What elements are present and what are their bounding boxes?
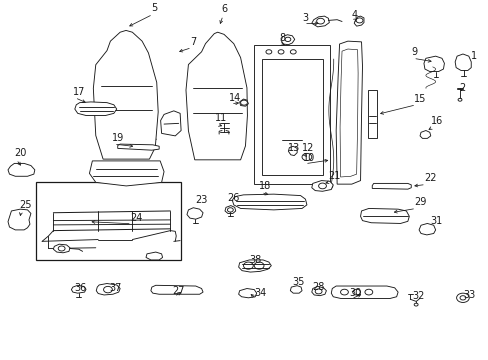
Text: 37: 37 [109,283,121,293]
Polygon shape [186,208,203,219]
Polygon shape [281,35,294,45]
Polygon shape [330,286,397,298]
Polygon shape [75,102,117,116]
Text: 27: 27 [172,286,184,296]
Polygon shape [311,16,329,27]
Text: 7: 7 [189,36,196,46]
Text: 4: 4 [351,10,357,20]
Text: 38: 38 [249,255,261,265]
Text: 17: 17 [73,86,85,96]
Circle shape [316,18,324,24]
Polygon shape [146,252,162,260]
Text: 11: 11 [215,113,227,123]
Polygon shape [238,260,271,272]
Text: 15: 15 [413,94,426,104]
Circle shape [278,50,284,54]
Text: 5: 5 [151,3,157,13]
Circle shape [456,293,468,302]
Text: 3: 3 [302,13,307,23]
Circle shape [318,183,326,189]
Polygon shape [371,184,410,189]
Polygon shape [419,131,430,138]
FancyBboxPatch shape [367,90,376,138]
Text: 1: 1 [470,51,476,61]
Polygon shape [360,208,408,224]
Polygon shape [185,32,247,160]
Text: 20: 20 [14,148,27,158]
Text: 6: 6 [221,4,227,14]
Text: 35: 35 [292,277,304,287]
Text: 8: 8 [279,33,285,43]
Text: 33: 33 [462,290,474,300]
Text: 25: 25 [19,200,32,210]
Circle shape [254,262,264,269]
Circle shape [459,296,465,300]
Circle shape [352,289,360,295]
Text: 18: 18 [259,181,271,191]
Polygon shape [353,16,363,26]
Polygon shape [423,56,444,72]
Text: 21: 21 [328,171,340,181]
Polygon shape [290,286,302,293]
Polygon shape [71,285,86,293]
Polygon shape [339,49,357,177]
Circle shape [413,303,417,306]
FancyBboxPatch shape [261,59,322,175]
Text: 32: 32 [412,291,424,301]
Text: 24: 24 [130,213,142,223]
Polygon shape [53,244,70,253]
Text: 9: 9 [410,47,417,57]
Circle shape [457,98,461,101]
Circle shape [240,100,247,105]
Polygon shape [239,99,248,106]
Polygon shape [96,284,120,295]
Polygon shape [288,146,297,156]
Text: 30: 30 [348,288,361,298]
FancyBboxPatch shape [254,45,329,184]
Text: 31: 31 [430,216,442,226]
Text: 13: 13 [288,143,300,153]
FancyBboxPatch shape [36,182,181,260]
Circle shape [355,18,362,23]
Circle shape [364,289,372,295]
Circle shape [285,37,290,41]
Text: 12: 12 [302,143,314,153]
Polygon shape [311,286,326,296]
Polygon shape [89,161,163,186]
Polygon shape [224,206,235,213]
Circle shape [302,153,311,161]
Circle shape [103,286,112,293]
Polygon shape [93,31,158,159]
Text: 23: 23 [195,195,208,205]
Polygon shape [335,41,362,184]
Polygon shape [8,209,31,230]
Polygon shape [232,194,306,210]
Text: 2: 2 [458,83,465,93]
Text: 26: 26 [227,193,239,203]
Polygon shape [151,285,203,294]
Circle shape [315,289,322,294]
Circle shape [340,289,347,295]
Polygon shape [311,181,332,191]
Text: 14: 14 [228,93,241,103]
Text: 16: 16 [430,116,442,126]
Text: 28: 28 [311,282,324,292]
Circle shape [227,208,233,212]
Text: 19: 19 [112,133,124,143]
Circle shape [243,262,253,269]
Text: 36: 36 [75,283,87,293]
Text: 10: 10 [303,153,315,163]
Circle shape [265,50,271,54]
Text: 29: 29 [413,197,426,207]
Polygon shape [418,224,435,235]
Circle shape [290,50,296,54]
Polygon shape [454,54,470,71]
Polygon shape [238,288,256,298]
Circle shape [58,246,65,251]
Text: 34: 34 [254,288,266,298]
Text: 22: 22 [423,174,436,184]
Polygon shape [160,111,181,136]
Polygon shape [118,144,159,150]
Polygon shape [8,163,35,176]
